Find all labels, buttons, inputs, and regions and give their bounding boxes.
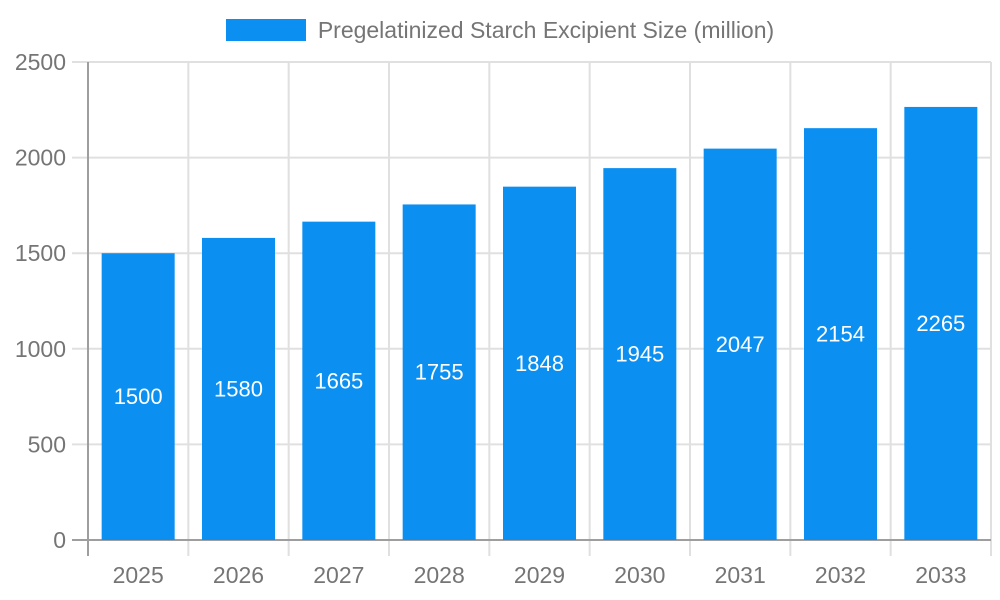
y-tick-label-500: 500: [28, 431, 66, 457]
x-tick-label-2027: 2027: [313, 562, 364, 588]
y-tick-label-2000: 2000: [15, 145, 66, 171]
bar-2027[interactable]: [302, 221, 376, 541]
bar-value-label-2033: 2265: [916, 311, 965, 336]
bar-value-label-2032: 2154: [816, 322, 865, 347]
x-tick-label-2029: 2029: [514, 562, 565, 588]
bar-2033[interactable]: [904, 106, 978, 540]
bar-2029[interactable]: [503, 186, 576, 540]
bar-value-label-2029: 1848: [515, 351, 564, 376]
y-tick-label-1000: 1000: [15, 336, 66, 362]
x-tick-label-2032: 2032: [815, 562, 866, 588]
x-tick-label-2026: 2026: [213, 562, 264, 588]
bar-2025[interactable]: [101, 253, 175, 540]
y-tick-label-0: 0: [53, 527, 66, 553]
bar-value-label-2031: 2047: [716, 332, 765, 357]
bar-2032[interactable]: [804, 128, 877, 540]
y-tick-label-1500: 1500: [15, 240, 66, 266]
x-tick-label-2030: 2030: [614, 562, 665, 588]
bar-value-label-2028: 1755: [415, 360, 464, 385]
bar-value-label-2026: 1580: [214, 376, 263, 401]
bar-2028[interactable]: [402, 204, 476, 540]
bar-value-label-2025: 1500: [114, 384, 163, 409]
y-tick-label-2500: 2500: [15, 49, 66, 75]
x-tick-label-2025: 2025: [113, 562, 164, 588]
bar-2031[interactable]: [703, 148, 777, 541]
x-tick-label-2031: 2031: [715, 562, 766, 588]
x-tick-label-2028: 2028: [414, 562, 465, 588]
legend[interactable]: Pregelatinized Starch Excipient Size (mi…: [0, 17, 1000, 43]
bar-value-label-2030: 1945: [615, 342, 664, 367]
legend-label: Pregelatinized Starch Excipient Size (mi…: [317, 17, 775, 43]
x-tick-label-2033: 2033: [915, 562, 966, 588]
legend-swatch: [225, 19, 306, 41]
bar-2030[interactable]: [603, 168, 677, 540]
bar-2026[interactable]: [202, 237, 275, 541]
bar-value-label-2027: 1665: [314, 368, 363, 393]
